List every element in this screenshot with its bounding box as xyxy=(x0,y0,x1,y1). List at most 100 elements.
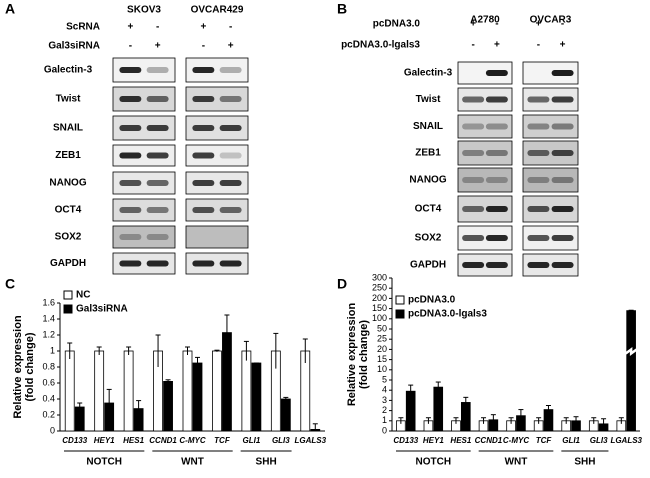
blot-band xyxy=(146,260,169,267)
blot-band xyxy=(219,180,242,186)
blot-band xyxy=(485,206,508,212)
x-tick-label: CCND1 xyxy=(475,436,503,445)
blot-band xyxy=(485,70,508,76)
blot-band xyxy=(462,123,485,130)
y-tick-label: 100 xyxy=(372,313,387,323)
y-tick-label: 200 xyxy=(372,293,387,303)
x-tick-label: GLI1 xyxy=(562,436,580,445)
sign: + xyxy=(155,41,161,52)
blot-box xyxy=(522,253,579,277)
blot-band xyxy=(219,152,242,159)
y-tick-label: 0.6 xyxy=(42,377,55,387)
bar xyxy=(241,350,252,432)
x-tick-label: C-MYC xyxy=(179,436,205,445)
cell-line: OVCAR3 xyxy=(530,15,572,26)
sign: - xyxy=(471,40,474,51)
blot-band xyxy=(219,260,242,267)
blot-band xyxy=(119,96,142,102)
protein-label: OCT4 xyxy=(415,204,442,215)
x-tick-label: C-MYC xyxy=(503,436,529,445)
condition-label: Gal3siRNA xyxy=(48,41,100,52)
blot-band xyxy=(527,262,550,268)
blot-band xyxy=(146,152,169,159)
x-tick-label: TCF xyxy=(536,436,553,445)
blot-band xyxy=(119,207,142,213)
protein-label: Twist xyxy=(416,94,441,105)
blot-band xyxy=(527,150,550,156)
x-tick-label: HES1 xyxy=(123,436,144,445)
blot-band xyxy=(551,177,574,183)
bar xyxy=(123,350,134,432)
condition-label: pcDNA3.0-lgals3 xyxy=(341,40,420,51)
sign: - xyxy=(129,41,132,52)
protein-label: SNAIL xyxy=(53,123,83,134)
y-tick-label: 50 xyxy=(377,323,387,333)
panel-label: A xyxy=(5,1,15,17)
bar xyxy=(280,398,291,432)
blot-box xyxy=(457,114,513,139)
blot-band xyxy=(192,180,215,186)
x-tick-label: CCND1 xyxy=(149,436,177,445)
x-tick-label: CD133 xyxy=(393,436,418,445)
bar xyxy=(94,350,105,432)
protein-label: SOX2 xyxy=(55,232,82,243)
blot-band xyxy=(551,206,574,212)
bar xyxy=(192,362,203,432)
y-tick-label: 5 xyxy=(382,374,387,384)
blot-band xyxy=(119,152,142,159)
blot-band xyxy=(462,235,485,241)
bar xyxy=(163,380,173,432)
blot-box xyxy=(112,171,176,195)
legend-swatch xyxy=(63,304,73,314)
y-axis-label: Relative expression xyxy=(12,315,24,419)
sign: + xyxy=(560,40,566,51)
blot-band xyxy=(551,150,574,156)
bar xyxy=(182,350,193,432)
blot-band xyxy=(146,234,169,240)
protein-label: Twist xyxy=(56,94,81,105)
y-axis-label: Relative expression xyxy=(346,303,358,407)
y-tick-label: 300 xyxy=(372,272,387,282)
blot-band xyxy=(551,235,574,241)
bar xyxy=(64,350,75,432)
sign: - xyxy=(561,19,564,30)
y-tick-label: 20 xyxy=(377,344,387,354)
group-label: WNT xyxy=(181,457,204,468)
blot-box xyxy=(185,171,249,195)
blot-band xyxy=(192,207,215,213)
legend-label: NC xyxy=(76,290,90,301)
blot-box xyxy=(457,167,513,193)
blot-box xyxy=(457,253,513,277)
blot-band xyxy=(485,96,508,103)
group-label: NOTCH xyxy=(86,457,122,468)
y-tick-label: 250 xyxy=(372,283,387,293)
blot-band xyxy=(219,96,242,102)
blot-band xyxy=(551,262,574,268)
y-tick-label: 0.8 xyxy=(42,361,55,371)
bar xyxy=(433,386,444,432)
sign: + xyxy=(494,40,500,51)
sign: + xyxy=(228,41,234,52)
group-label: WNT xyxy=(505,457,528,468)
blot-band xyxy=(219,125,242,131)
protein-label: GAPDH xyxy=(50,258,86,269)
legend-swatch xyxy=(395,295,405,305)
blot-band xyxy=(527,235,550,241)
blot-band xyxy=(192,67,215,73)
blot-box xyxy=(185,198,249,222)
sign: + xyxy=(470,19,476,30)
sign: + xyxy=(535,19,541,30)
blot-band xyxy=(462,96,485,103)
bar xyxy=(212,350,222,432)
blot-band xyxy=(119,234,142,240)
panel-label: B xyxy=(337,1,347,17)
y-tick-label: 0 xyxy=(382,425,387,435)
y-tick-label: 10 xyxy=(377,364,387,374)
blot-box xyxy=(185,225,249,249)
x-tick-label: LGALS3 xyxy=(610,436,642,445)
blot-band xyxy=(146,125,169,131)
blot-band xyxy=(527,123,550,130)
blot-band xyxy=(462,150,485,156)
blot-box xyxy=(522,87,579,112)
